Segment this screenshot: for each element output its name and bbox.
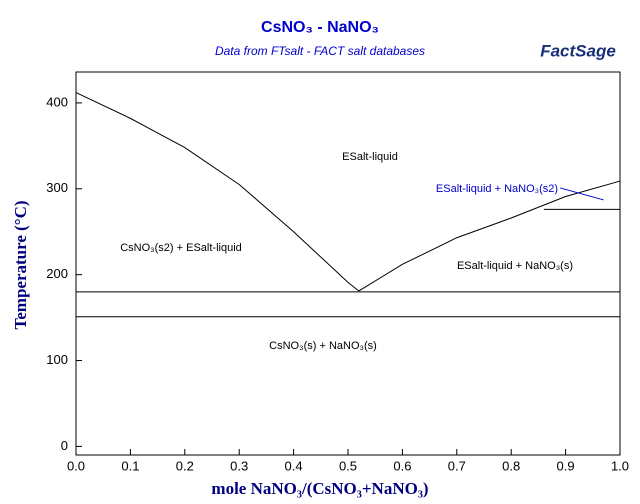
x-tick-label: 0.1 [121, 458, 139, 473]
x-tick-label: 0.8 [502, 458, 520, 473]
region-label: ESalt-liquid [342, 151, 398, 163]
x-tick-label: 0.6 [393, 458, 411, 473]
region-label: ESalt-liquid + NaNO₃(s2) [436, 183, 558, 195]
x-tick-label: 0.2 [176, 458, 194, 473]
x-tick-label: 0.9 [557, 458, 575, 473]
region-label: CsNO₃(s2) + ESalt-liquid [120, 242, 242, 254]
phase-boundary [358, 180, 621, 292]
region-label: CsNO₃(s) + NaNO₃(s) [269, 340, 377, 352]
region-label: ESalt-liquid + NaNO₃(s) [457, 260, 573, 272]
x-tick-label: 1.0 [611, 458, 629, 473]
y-tick-label: 0 [61, 438, 68, 453]
y-tick-label: 300 [46, 180, 68, 195]
y-tick-label: 200 [46, 266, 68, 281]
x-tick-label: 0.0 [67, 458, 85, 473]
y-axis-label: Temperature (°C) [11, 200, 30, 329]
x-tick-label: 0.7 [448, 458, 466, 473]
x-tick-label: 0.3 [230, 458, 248, 473]
logo: FactSage [540, 41, 616, 60]
y-tick-label: 400 [46, 94, 68, 109]
phase-boundary [560, 187, 604, 201]
x-tick-label: 0.5 [339, 458, 357, 473]
chart-subtitle: Data from FTsalt - FACT salt databases [215, 44, 425, 58]
x-axis-label: mole NaNO₃/(CsNO₃+NaNO₃) [211, 479, 428, 498]
chart-title: CsNO₃ - NaNO₃ [261, 19, 379, 36]
x-tick-label: 0.4 [285, 458, 303, 473]
phase-boundary [75, 92, 360, 292]
y-tick-label: 100 [46, 352, 68, 367]
